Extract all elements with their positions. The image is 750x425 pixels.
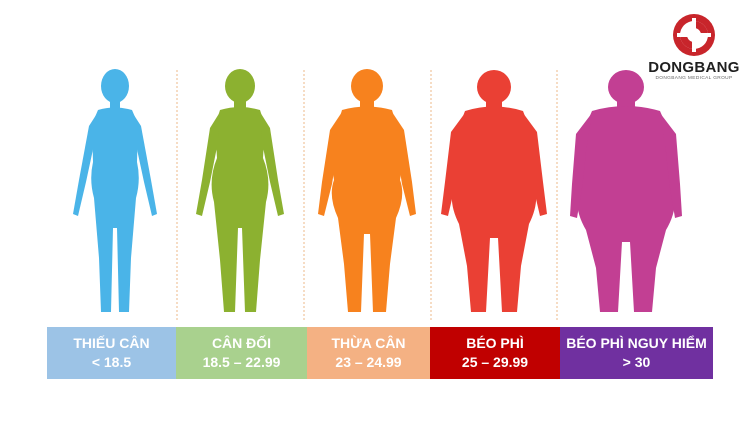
band-label: CÂN ĐỐI (211, 335, 272, 351)
brand-name: DONGBANG (648, 59, 740, 76)
band-overweight: THỪA CÂN 23 – 24.99 (307, 327, 430, 379)
dongbang-logo-icon (673, 14, 715, 56)
band-range: 18.5 – 22.99 (202, 354, 281, 370)
band-label: BÉO PHÌ NGUY HIỂM (566, 335, 707, 351)
separator (430, 70, 432, 320)
band-underweight: THIẾU CÂN < 18.5 (47, 327, 176, 379)
band-label: BÉO PHÌ (466, 335, 524, 351)
severely-obese-figure-icon (570, 70, 682, 312)
brand-logo: DONGBANG DONGBANG MEDICAL GROUP (648, 12, 740, 92)
band-range: 23 – 24.99 (335, 354, 402, 370)
brand-tagline: DONGBANG MEDICAL GROUP (655, 76, 733, 81)
overweight-figure-icon (318, 69, 416, 312)
band-severely-obese: BÉO PHÌ NGUY HIỂM > 30 (560, 327, 713, 379)
band-range: 25 – 29.99 (461, 354, 529, 370)
obese-figure-icon (441, 70, 547, 312)
band-label: THỪA CÂN (331, 335, 406, 351)
underweight-figure-icon (73, 69, 157, 312)
bmi-category-bands: THIẾU CÂN < 18.5 CÂN ĐỐI 18.5 – 22.99 TH… (47, 327, 713, 379)
separator (176, 70, 178, 320)
separator (556, 70, 558, 320)
band-normal: CÂN ĐỐI 18.5 – 22.99 (176, 327, 307, 379)
separator (303, 70, 305, 320)
normal-weight-figure-icon (196, 69, 284, 312)
band-range: > 30 (622, 354, 651, 370)
band-range: < 18.5 (91, 354, 132, 370)
body-figures (73, 69, 682, 320)
band-obese: BÉO PHÌ 25 – 29.99 (430, 327, 560, 379)
band-label: THIẾU CÂN (73, 335, 150, 351)
